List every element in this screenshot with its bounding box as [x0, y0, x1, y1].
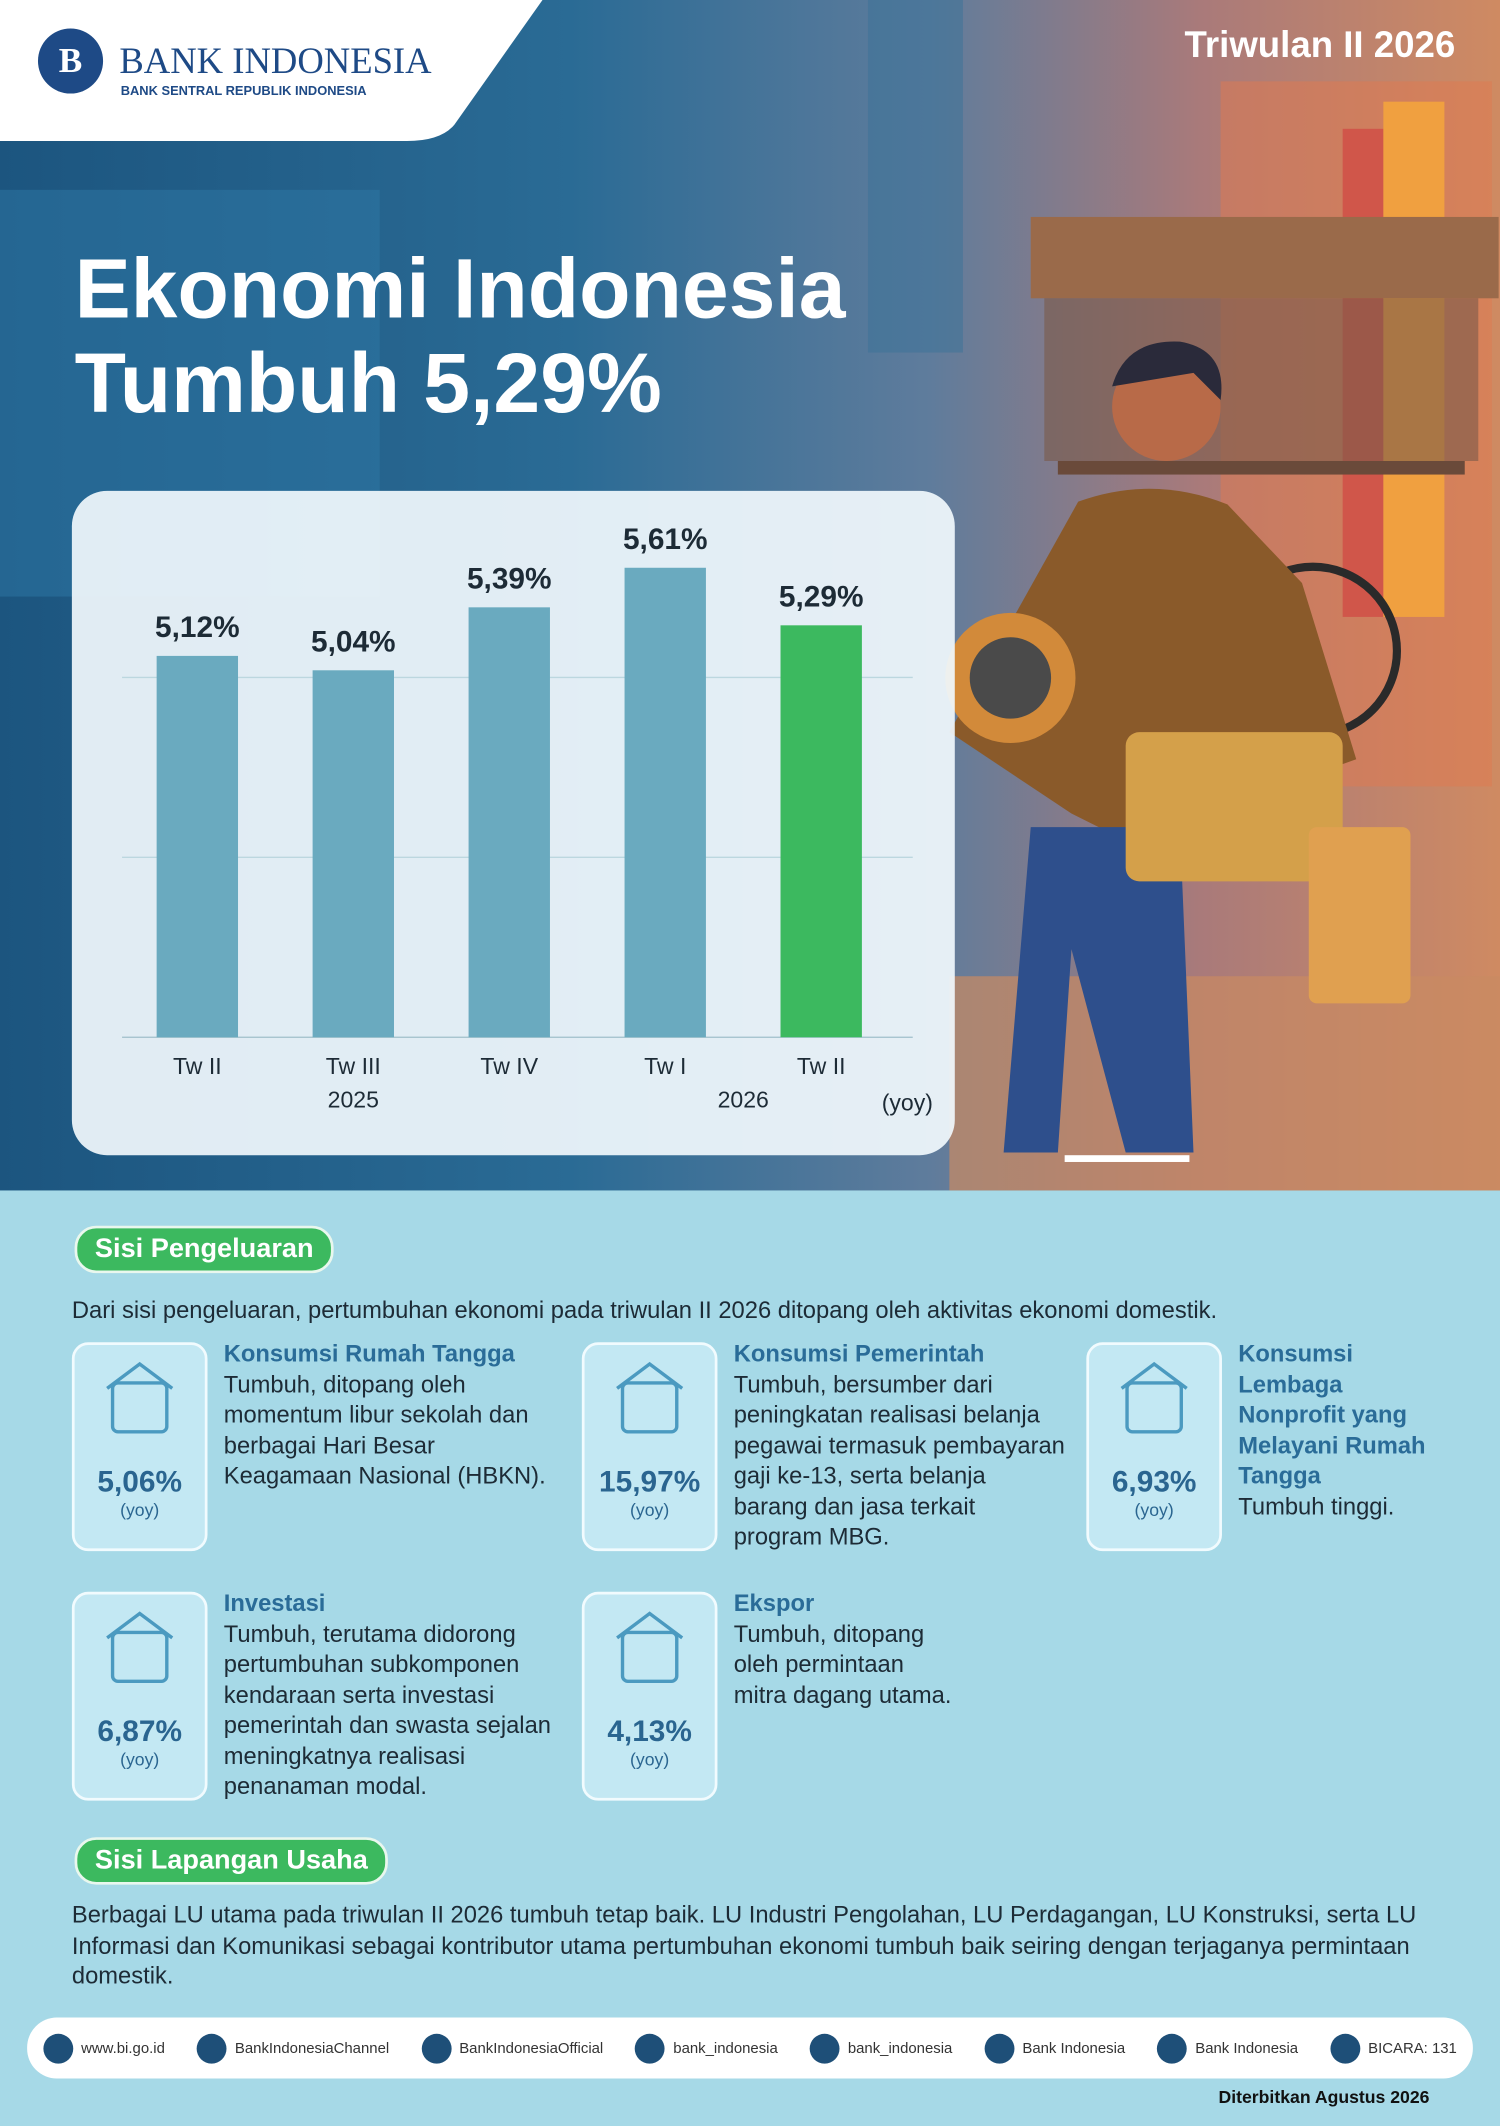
- footer-text: Bank Indonesia: [1022, 2039, 1126, 2057]
- footer-link: BankIndonesiaOfficial: [421, 2033, 603, 2063]
- bar: [780, 625, 862, 1038]
- growth-value: 6,87%: [97, 1713, 182, 1748]
- icon: [616, 1361, 684, 1434]
- logo-subtitle: BANK SENTRAL REPUBLIK INDONESIA: [121, 83, 367, 98]
- chart: Tw II 5,12% Tw III 5,04% Tw IV 5,39% Tw I 5,61%…: [122, 523, 933, 1115]
- item-title: Konsumsi Rumah Tangga: [223, 1339, 515, 1367]
- growth-unit: (yoy): [120, 1499, 160, 1520]
- section-heading: Sisi Lapangan Usaha: [74, 1837, 389, 1885]
- bar: [624, 567, 706, 1038]
- item-body: Tumbuh, ditopang oleh permintaan mitra d…: [733, 1619, 952, 1708]
- logo-title: BANK INDONESIA: [119, 40, 432, 81]
- item-body: Tumbuh tinggi.: [1238, 1492, 1395, 1520]
- bar: [312, 670, 394, 1038]
- item-title: Ekspor: [733, 1589, 815, 1617]
- bar: [156, 655, 239, 1038]
- intro-text: Dari sisi pengeluaran, pertumbuhan ekono…: [71, 1296, 1218, 1324]
- footer-icon: [984, 2033, 1015, 2063]
- x-tick-label: Tw IV: [480, 1053, 538, 1079]
- group-label: 2025: [328, 1087, 379, 1113]
- footer-text: BICARA: 131: [1368, 2039, 1457, 2057]
- footer-icon: [421, 2033, 452, 2063]
- footer-icon: [43, 2033, 73, 2063]
- growth-unit: (yoy): [1134, 1499, 1174, 1520]
- bar: [468, 607, 550, 1038]
- hero-illustration: [0, 0, 1500, 1191]
- icon-card: 6,87% (yoy): [71, 1591, 208, 1801]
- footer-link: bank_indonesia: [809, 2033, 953, 2063]
- growth-value: 15,97%: [599, 1464, 701, 1499]
- section-heading: Sisi Pengeluaran: [74, 1225, 334, 1274]
- item-text: Konsumsi Rumah Tangga Tumbuh, ditopang ol…: [224, 1338, 563, 1491]
- chart-panel: Tw II 5,12% Tw III 5,04% Tw IV 5,39% Tw I 5,61%…: [71, 490, 955, 1156]
- published: Diterbitkan Agustus 2026: [1218, 2086, 1430, 2108]
- item-title: Konsumsi Lembaga Nonprofit yang Melayani…: [1238, 1339, 1426, 1489]
- item-body: Tumbuh, bersumber dari peningkatan reali…: [733, 1370, 1065, 1550]
- business-text: Berbagai LU utama pada triwulan II 2026 …: [71, 1900, 1417, 1990]
- icon: [106, 1611, 174, 1683]
- icon: [616, 1611, 684, 1683]
- growth-unit: (yoy): [630, 1499, 670, 1520]
- item-title: Konsumsi Pemerintah: [733, 1339, 985, 1367]
- title-line: Tumbuh 5,29%: [74, 337, 662, 432]
- footer-text: BankIndonesiaOfficial: [459, 2039, 604, 2057]
- growth-value: 4,13%: [607, 1713, 692, 1748]
- footer-link: BankIndonesiaChannel: [196, 2033, 390, 2063]
- title-line: Ekonomi Indonesia: [74, 242, 846, 337]
- footer-icon: [635, 2033, 666, 2063]
- footer-link: Bank Indonesia: [984, 2033, 1125, 2063]
- footer-text: Bank Indonesia: [1195, 2039, 1299, 2057]
- icon-card: 5,06% (yoy): [71, 1342, 208, 1552]
- growth-value: 6,93%: [1111, 1464, 1197, 1499]
- item-body: Tumbuh, terutama didorong pertumbuhan su…: [223, 1619, 551, 1800]
- x-tick-label: Tw III: [326, 1053, 381, 1079]
- footer-icon: [196, 2033, 227, 2063]
- icon-card: 4,13% (yoy): [581, 1591, 718, 1801]
- logo-area: B BANK INDONESIA BANK SENTRAL REPUBLIK I…: [0, 0, 543, 142]
- item-text: Konsumsi Pemerintah Tumbuh, bersumber dar…: [734, 1338, 1066, 1552]
- icon: [1120, 1361, 1188, 1434]
- icon-card: 15,97% (yoy): [581, 1342, 718, 1552]
- growth-unit: (yoy): [120, 1749, 160, 1770]
- icon-card: 6,93% (yoy): [1086, 1342, 1222, 1552]
- x-tick-label: Tw II: [173, 1053, 222, 1079]
- value-label: 5,29%: [779, 580, 864, 613]
- footer-link: BICARA: 131: [1330, 2033, 1457, 2063]
- footer-link: Bank Indonesia: [1157, 2033, 1298, 2063]
- svg-text:B: B: [59, 41, 83, 80]
- footer-bar: www.bi.go.id BankIndonesiaChannel BankIndo…: [27, 2017, 1473, 2079]
- item-text: Investasi Tumbuh, terutama didorong pertu…: [224, 1588, 570, 1802]
- footer-icon: [809, 2033, 840, 2063]
- footer-text: bank_indonesia: [673, 2039, 778, 2057]
- value-label: 5,04%: [311, 625, 396, 658]
- value-label: 5,61%: [623, 523, 708, 556]
- x-tick-label: Tw I: [644, 1053, 686, 1079]
- item-text: Konsumsi Lembaga Nonprofit yang Melayani…: [1238, 1338, 1435, 1521]
- footer-link: bank_indonesia: [635, 2033, 778, 2063]
- unit-note: (yoy): [882, 1089, 933, 1115]
- growth-unit: (yoy): [630, 1749, 670, 1770]
- footer-icon: [1157, 2033, 1188, 2063]
- footer-text: BankIndonesiaChannel: [234, 2039, 390, 2057]
- group-label: 2026: [718, 1087, 769, 1113]
- item-text: Ekspor Tumbuh, ditopang oleh permintaan m…: [734, 1588, 958, 1710]
- period: Triwulan II 2026: [1184, 24, 1456, 66]
- hero: B BANK INDONESIA BANK SENTRAL REPUBLIK I…: [0, 0, 1500, 1191]
- item-title: Investasi: [223, 1589, 326, 1617]
- footer-link: www.bi.go.id: [43, 2033, 165, 2063]
- value-label: 5,12%: [155, 611, 240, 644]
- footer-text: bank_indonesia: [847, 2039, 953, 2057]
- growth-value: 5,06%: [97, 1464, 182, 1499]
- x-tick-label: Tw II: [797, 1053, 846, 1079]
- item-body: Tumbuh, ditopang oleh momentum libur sek…: [223, 1370, 546, 1489]
- footer-icon: [1330, 2033, 1360, 2063]
- icon: [106, 1361, 174, 1434]
- value-label: 5,39%: [467, 562, 552, 595]
- footer-text: www.bi.go.id: [81, 2039, 165, 2057]
